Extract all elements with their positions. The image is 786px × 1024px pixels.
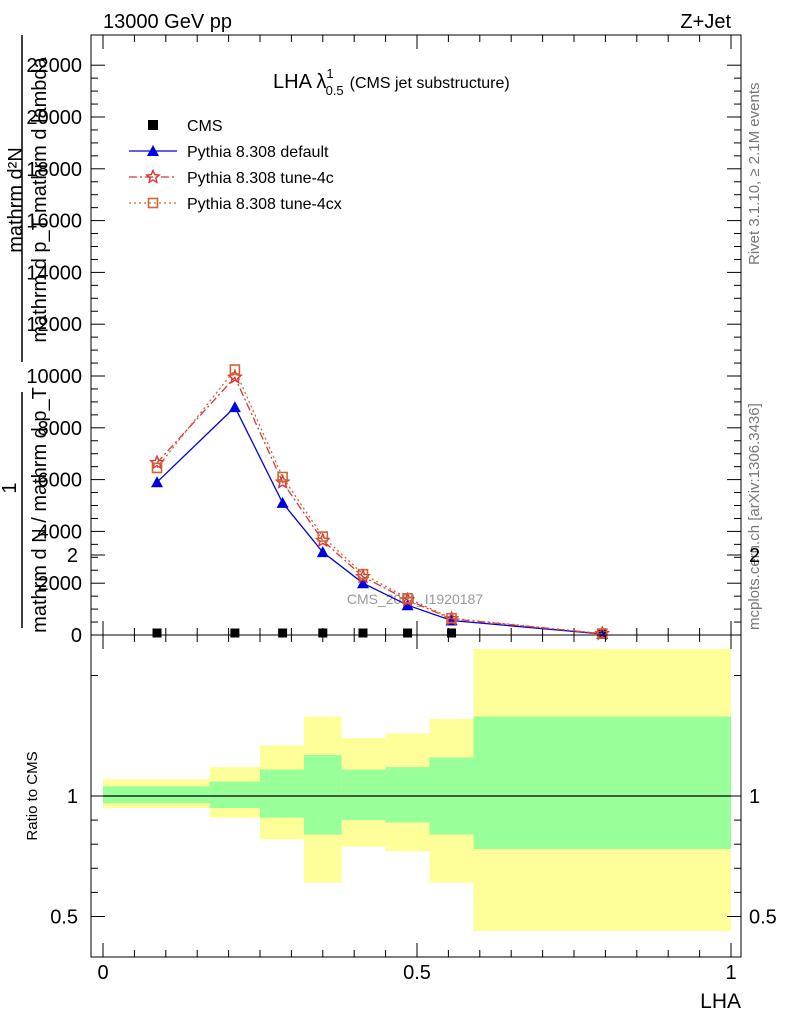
series-line [156, 376, 603, 635]
cms-data-point [148, 120, 158, 130]
tune-4c-point [149, 454, 165, 470]
y-label-normalization: mathrm d N / mathrm d p_T [29, 387, 51, 633]
y-tick-label: 22000 [26, 55, 82, 77]
tune-4cx-point [229, 364, 241, 375]
legend-label: CMS [187, 118, 223, 135]
tune-4cx-point [357, 568, 369, 580]
series-1 [151, 401, 609, 639]
ratio-y-tick-label: 2 [67, 545, 78, 567]
cms-data-point [358, 628, 368, 638]
x-tick-label: 0 [97, 962, 108, 984]
mcplots-label: mcplots.cern.ch [arXiv:1306.3436] [746, 403, 763, 630]
ratio-panel: 0.5 0.5 1 1 2 2 0 0.5 1 Ratio to CMS LHA [24, 545, 777, 1013]
ratio-y-tick-label: 1 [67, 786, 78, 808]
cms-data-point [403, 628, 413, 638]
cms-data-point [318, 628, 328, 638]
cms-data-point [230, 628, 240, 638]
ratio-y-axis-label: Ratio to CMS [24, 751, 41, 840]
y-tick-label: 18000 [26, 159, 82, 181]
default-point [276, 496, 289, 508]
chart-title: LHA λ1 0.5 (CMS jet substructure) [273, 66, 510, 98]
legend-label: Pythia 8.308 default [187, 144, 329, 161]
default-point [356, 577, 369, 589]
y-tick-label: 0 [71, 625, 82, 647]
series-line [156, 368, 603, 635]
y-tick-label: 16000 [26, 211, 82, 233]
energy-label: 13000 GeV pp [103, 11, 232, 33]
tune-4c-point [145, 168, 161, 184]
x-tick-label: 1 [725, 962, 736, 984]
legend-label: Pythia 8.308 tune-4c [187, 170, 334, 187]
cms-data-point [447, 628, 457, 638]
y-label-one: 1 [0, 482, 21, 493]
y-tick-label: 2000 [38, 573, 83, 595]
process-label: Z+Jet [680, 11, 731, 33]
uncertainty-band-inner [473, 716, 731, 850]
y-tick-label: 14000 [26, 262, 82, 284]
ratio-y-tick-label-right: 1 [749, 786, 760, 808]
series-line [156, 406, 603, 635]
uncertainty-band-inner [341, 769, 386, 821]
cms-data-point [152, 628, 162, 638]
default-point [147, 145, 159, 156]
tune-4cx-point [151, 462, 163, 474]
legend-label: Pythia 8.308 tune-4cx [187, 196, 342, 213]
y-tick-label: 4000 [38, 521, 83, 543]
analysis-watermark: CMS_2021_I1920187 [347, 591, 483, 607]
y-tick-label: 20000 [26, 107, 82, 129]
y-label-numerator: mathrm d²N [5, 147, 27, 253]
y-tick-label: 8000 [38, 418, 83, 440]
y-label-denominator: mathrm d p_T mathrm d lambda [29, 56, 51, 342]
series-3 [151, 364, 608, 639]
y-tick-label: 10000 [26, 366, 82, 388]
ratio-y-tick-label-right: 2 [749, 545, 760, 567]
y-tick-label: 6000 [38, 470, 83, 492]
default-point [151, 476, 164, 488]
cms-data-point [278, 628, 288, 638]
default-point [228, 401, 241, 413]
y-axis-label: mathrm d²N mathrm d p_T mathrm d lambda 1 m… [0, 35, 51, 633]
default-point [316, 546, 329, 558]
tune-4c-point [226, 368, 243, 385]
legend: CMS Pythia 8.308 default Pythia 8.308 tune… [129, 118, 342, 213]
uncertainty-band-inner [385, 767, 430, 823]
tune-4cx-point [596, 628, 608, 639]
x-axis-label: LHA [700, 990, 741, 1013]
x-tick-label: 0.5 [403, 962, 431, 984]
y-tick-label: 12000 [26, 314, 82, 336]
tune-4cx-point [277, 471, 288, 483]
uncertainty-band-inner [209, 781, 260, 809]
tune-4cx-point [147, 197, 159, 209]
main-panel: 0 2000 4000 6000 8000 10000 12000 14000 16000 180… [0, 34, 742, 647]
rivet-version-label: Rivet 3.1.10, ≥ 2.1M events [746, 83, 763, 266]
tune-4cx-point [317, 531, 329, 542]
tune-4cx-point [446, 612, 457, 624]
uncertainty-band-inner [303, 755, 342, 835]
tune-4cx-point [402, 592, 413, 604]
uncertainty-band-inner [103, 786, 210, 804]
ratio-y-tick-label-right: 0.5 [749, 907, 777, 929]
default-point [401, 599, 414, 611]
ratio-y-tick-label: 0.5 [50, 907, 78, 929]
series-0 [152, 628, 607, 638]
uncertainty-band-inner [260, 769, 304, 818]
